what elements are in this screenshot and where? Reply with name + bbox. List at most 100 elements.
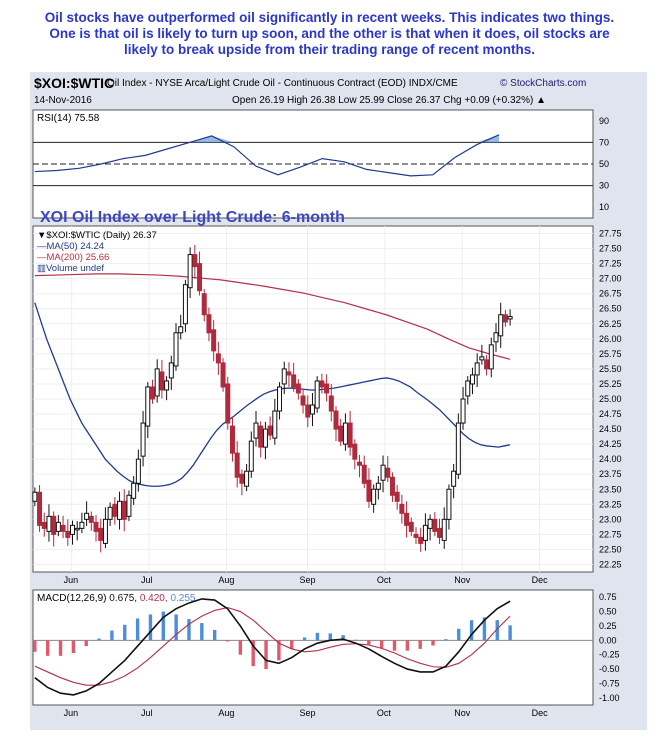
candle-body: [88, 515, 94, 523]
macd-histogram-bar: [225, 640, 230, 642]
macd-tick-label: -0.25: [599, 650, 620, 660]
candle-body: [46, 515, 52, 532]
macd-month-label: Jul: [141, 708, 153, 718]
macd-month-label: Jun: [64, 708, 79, 718]
candle-body: [347, 422, 353, 448]
rsi-tick-label: 90: [599, 116, 609, 126]
candle-body: [192, 254, 198, 268]
candle-body: [357, 461, 363, 466]
candle-body: [502, 314, 508, 323]
rsi-tick-label: 70: [599, 137, 609, 147]
price-tick-label: 24.50: [599, 424, 622, 434]
candle-body: [182, 284, 188, 325]
candle-body: [309, 404, 315, 415]
candle-body: [206, 314, 212, 334]
macd-histogram-value: 0.255: [170, 593, 195, 604]
macd-tick-label: 0.25: [599, 621, 617, 631]
macd-histogram-bar: [341, 635, 345, 641]
candle-body: [121, 500, 127, 520]
macd-month-label: Sep: [299, 708, 315, 718]
price-tick-label: 27.25: [599, 259, 622, 269]
candle-body: [187, 254, 193, 289]
rsi-tick-label: 10: [599, 202, 609, 212]
chart-description: Oil Index - NYSE Arca/Light Crude Oil - …: [107, 78, 458, 89]
candle-body: [338, 425, 344, 442]
candle-body: [394, 491, 400, 502]
price-tick-label: 23.75: [599, 469, 622, 479]
macd-panel: [32, 589, 594, 706]
price-tick-label: 24.25: [599, 439, 622, 449]
macd-tick-label: -1.00: [599, 693, 620, 703]
candle-body: [154, 368, 160, 397]
candle-body: [131, 482, 137, 499]
candle-body: [324, 383, 330, 394]
price-tick-label: 26.25: [599, 319, 622, 329]
macd-histogram-bar: [174, 614, 178, 641]
candle-body: [244, 470, 250, 487]
candle-body: [225, 383, 231, 424]
candle-body: [117, 500, 123, 520]
candle-body: [173, 332, 179, 367]
price-tick-label: 25.25: [599, 379, 622, 389]
candle-body: [432, 518, 438, 532]
macd-histogram-bar: [123, 624, 127, 641]
commentary-line-3: likely to break upside from their tradin…: [123, 42, 536, 57]
price-tick-label: 22.50: [599, 544, 622, 554]
candle-body: [253, 422, 259, 439]
ma200-line: [34, 273, 511, 360]
macd-tick-label: 0.50: [599, 607, 617, 617]
price-tick-label: 25.50: [599, 364, 622, 374]
macd-value: 0.675,: [109, 593, 140, 604]
legend-ma200: —MA(200) 25.66: [37, 252, 109, 263]
macd-histogram-bar: [200, 623, 204, 641]
macd-histogram-bar: [110, 630, 114, 641]
macd-label: MACD(12,26,9) 0.675, 0.420, 0.255: [37, 593, 196, 604]
candle-body: [366, 479, 372, 502]
rsi-label: RSI(14) 75.58: [37, 113, 100, 124]
candle-body: [281, 368, 287, 385]
macd-tick-label: 0.00: [599, 635, 617, 645]
macd-histogram-bar: [212, 629, 217, 641]
macd-month-label: Dec: [532, 708, 549, 718]
price-tick-label: 25.75: [599, 349, 622, 359]
candle-body: [267, 425, 273, 436]
candle-body: [352, 443, 358, 460]
macd-histogram-bar: [431, 640, 435, 646]
candle-body: [107, 506, 113, 520]
commentary-line-2: One is that oil is likely to turn up soo…: [49, 26, 610, 41]
candle-body: [37, 491, 43, 526]
commentary-text: Oil stocks have outperformed oil signifi…: [0, 0, 659, 60]
macd-histogram-bar: [148, 614, 153, 641]
price-tick-label: 24.75: [599, 409, 622, 419]
candle-body: [404, 512, 410, 526]
candle-body: [74, 527, 80, 531]
candle-body: [41, 521, 47, 529]
candle-body: [51, 515, 57, 535]
candle-body: [319, 380, 325, 388]
macd-histogram-bar: [238, 640, 243, 655]
chart-title: XOI Oil Index over Light Crude: 6-month: [40, 209, 345, 226]
candle-body: [102, 518, 108, 544]
macd-histogram-bar: [84, 640, 88, 647]
macd-histogram-bar: [379, 640, 384, 649]
candle-body: [65, 530, 71, 538]
price-tick-label: 27.00: [599, 274, 622, 284]
macd-histogram-bar: [187, 619, 191, 641]
candle-body: [112, 503, 118, 517]
macd-month-label: Nov: [454, 708, 471, 718]
macd-histogram-bar: [508, 625, 512, 641]
candle-body: [84, 512, 90, 520]
macd-tick-label: -0.75: [599, 678, 620, 688]
macd-histogram-bar: [482, 617, 487, 641]
candle-body: [385, 467, 391, 478]
macd-histogram-bar: [328, 633, 332, 641]
stockcharts-brand: © StockCharts.com: [500, 78, 587, 89]
macd-histogram-bar: [277, 640, 281, 661]
month-label: Jul: [141, 575, 153, 585]
candle-body: [168, 362, 174, 379]
macd-month-label: Oct: [377, 708, 392, 718]
candle-body: [234, 452, 240, 478]
macd-histogram-bar: [71, 640, 76, 653]
month-label: Jun: [64, 575, 79, 585]
macd-histogram-bar: [469, 620, 474, 641]
